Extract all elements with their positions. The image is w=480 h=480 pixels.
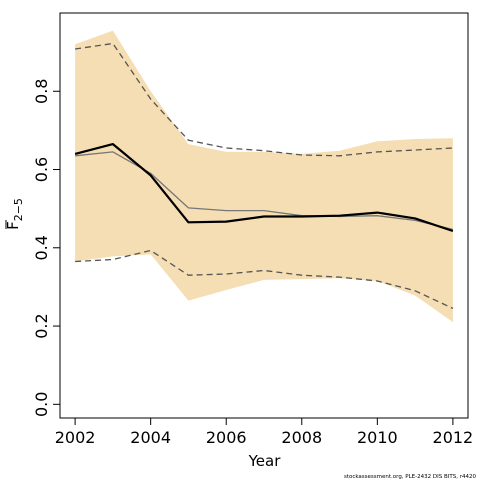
y-tick-label: 0.4 — [32, 235, 51, 260]
y-axis-title-main: F — [4, 221, 22, 230]
x-axis: 2002 2004 2006 2008 2010 2012 — [55, 417, 474, 447]
series-line-1 — [74, 143, 454, 233]
confidence-band — [75, 30, 453, 323]
x-tick-label: 2006 — [206, 428, 247, 447]
series-line-4 — [75, 249, 454, 309]
y-axis-title-subscript: 2−5 — [12, 198, 25, 221]
y-tick-label: 0.8 — [32, 79, 51, 104]
x-axis-title: Year — [248, 452, 282, 470]
confidence-band-layer — [75, 30, 453, 323]
y-axis: 0.0 0.2 0.4 0.6 0.8 — [32, 79, 61, 417]
x-tick-label: 2002 — [55, 428, 96, 447]
x-tick-label: 2010 — [357, 428, 398, 447]
x-tick-label: 2008 — [281, 428, 322, 447]
series-line-3 — [75, 42, 453, 157]
y-tick-label: 0.2 — [32, 313, 51, 338]
x-tick-label: 2004 — [130, 428, 171, 447]
x-tick-label: 2012 — [433, 428, 474, 447]
credit-text: stockassessment.org, PLE-2432 DIS BITS, … — [344, 474, 477, 480]
svg-text:F2−5: F2−5 — [4, 198, 25, 230]
series-layer — [74, 42, 454, 309]
y-tick-label: 0.6 — [32, 157, 51, 182]
y-axis-title: F2−5 — [4, 198, 25, 230]
y-tick-label: 0.0 — [32, 392, 51, 417]
